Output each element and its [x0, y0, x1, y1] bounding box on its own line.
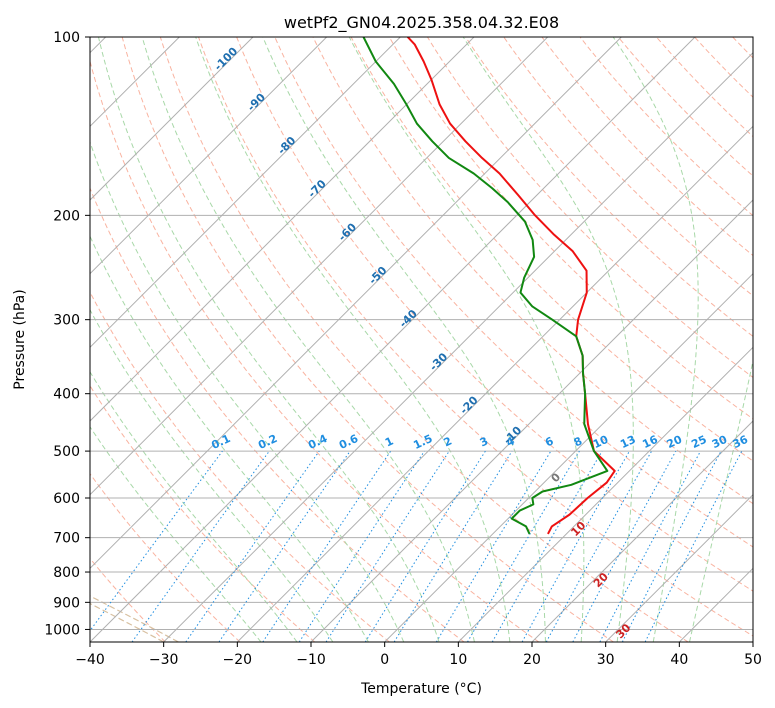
x-tick-label: 10 [449, 652, 467, 668]
moist-adiabat [90, 140, 405, 642]
x-tick-label: 50 [744, 652, 762, 668]
x-tick-label: 30 [597, 652, 615, 668]
isotherm-line [90, 37, 254, 201]
moist-adiabat [90, 425, 262, 642]
dry-adiabat [198, 37, 753, 637]
mixing-ratio-label: 30 [710, 433, 730, 451]
plot-frame [89, 36, 754, 643]
background-lines [90, 37, 753, 642]
isotherm-line [236, 125, 753, 642]
x-tick-label: −40 [75, 652, 105, 668]
y-tick-label: 300 [53, 313, 80, 329]
moist-adiabat [90, 370, 298, 642]
y-tick-label: 600 [53, 491, 80, 507]
mixing-ratio-line [521, 450, 630, 642]
mixing-ratio-label: 20 [665, 433, 685, 451]
mixing-ratio-label: 16 [640, 433, 660, 451]
isotherm-line [90, 37, 401, 349]
x-tick-label: −20 [223, 652, 253, 668]
moist-adiabat [462, 37, 634, 642]
y-tick-label: 400 [53, 387, 80, 403]
isotherm-line [90, 37, 696, 642]
dry-adiabat [90, 59, 540, 642]
dry-adiabat [274, 37, 753, 548]
mixing-ratio-line [131, 450, 270, 642]
moist-adiabat [97, 37, 440, 642]
isotherm-line [605, 493, 753, 642]
temperature-profile-line [406, 37, 616, 535]
axes: −40 −30 −20 −10 0 10 20 30 40 50 100 200 300 400 500 60… [44, 30, 762, 668]
mixing-ratio-line [218, 450, 351, 642]
mixing-ratio-line [572, 450, 677, 642]
mixing-ratio-label: 25 [689, 433, 708, 451]
mixing-ratio-line [262, 450, 392, 642]
dewpoint-profile-line [362, 37, 609, 535]
tan-reference-curve [90, 595, 179, 642]
mixing-ratio-label: 10 [591, 433, 611, 451]
moist-adiabat [689, 358, 753, 642]
moist-adiabat [262, 37, 546, 642]
moist-adiabat [195, 37, 511, 642]
mixing-ratio-label: 36 [731, 433, 751, 451]
mixing-ratio-line [298, 450, 425, 642]
y-tick-label: 100 [53, 30, 80, 46]
isotherm-line [90, 37, 622, 570]
isotherm-line [310, 199, 753, 642]
dry-adiabat [426, 37, 753, 378]
isotherm-line [384, 272, 753, 642]
moist-adiabat [90, 235, 369, 642]
mixing-ratio-line [90, 450, 223, 632]
y-tick-label: 1000 [44, 622, 80, 638]
x-axis-label: Temperature (°C) [360, 681, 482, 697]
dry-adiabat [236, 37, 753, 592]
mixing-ratio-line [545, 450, 653, 642]
dry-adiabat [121, 37, 614, 642]
isotherm-line [90, 37, 475, 422]
dry-adiabat [90, 384, 316, 642]
y-tick-label: 500 [53, 444, 80, 460]
y-tick-label: 200 [53, 208, 80, 224]
y-tick-label: 800 [53, 565, 80, 581]
dry-adiabat [90, 557, 166, 642]
data-lines [362, 37, 616, 535]
isotherm-line [163, 51, 753, 642]
chart-title: wetPf2_GN04.2025.358.04.32.E08 [284, 13, 559, 33]
moist-adiabat [90, 308, 334, 642]
isotherm-line [90, 37, 328, 275]
dry-adiabat [90, 186, 465, 642]
dry-adiabat [90, 472, 241, 642]
x-tick-label: −30 [149, 652, 179, 668]
mixing-ratio-label: 13 [618, 433, 637, 451]
mixing-ratio-line [185, 450, 320, 642]
x-tick-label: −10 [296, 652, 326, 668]
mixing-ratio-line [644, 450, 743, 642]
mixing-ratio-line [393, 450, 513, 642]
dry-adiabat [503, 37, 753, 297]
x-tick-label: 40 [670, 652, 688, 668]
moist-adiabat [141, 37, 475, 642]
dry-adiabat [90, 291, 390, 642]
y-axis-label: Pressure (hPa) [12, 289, 28, 389]
y-tick-label: 700 [53, 531, 80, 547]
dry-adiabat [159, 37, 689, 642]
x-tick-label: 20 [523, 652, 541, 668]
x-tick-label: 0 [380, 652, 389, 668]
mixing-ratio-line [325, 450, 450, 642]
isotherm-line [90, 37, 549, 496]
isotherm-line [531, 420, 753, 642]
dry-adiabat [350, 37, 753, 462]
moist-adiabat [348, 37, 585, 642]
moist-adiabat [612, 37, 699, 642]
isotherm-line [457, 346, 753, 642]
y-tick-label: 900 [53, 595, 80, 611]
